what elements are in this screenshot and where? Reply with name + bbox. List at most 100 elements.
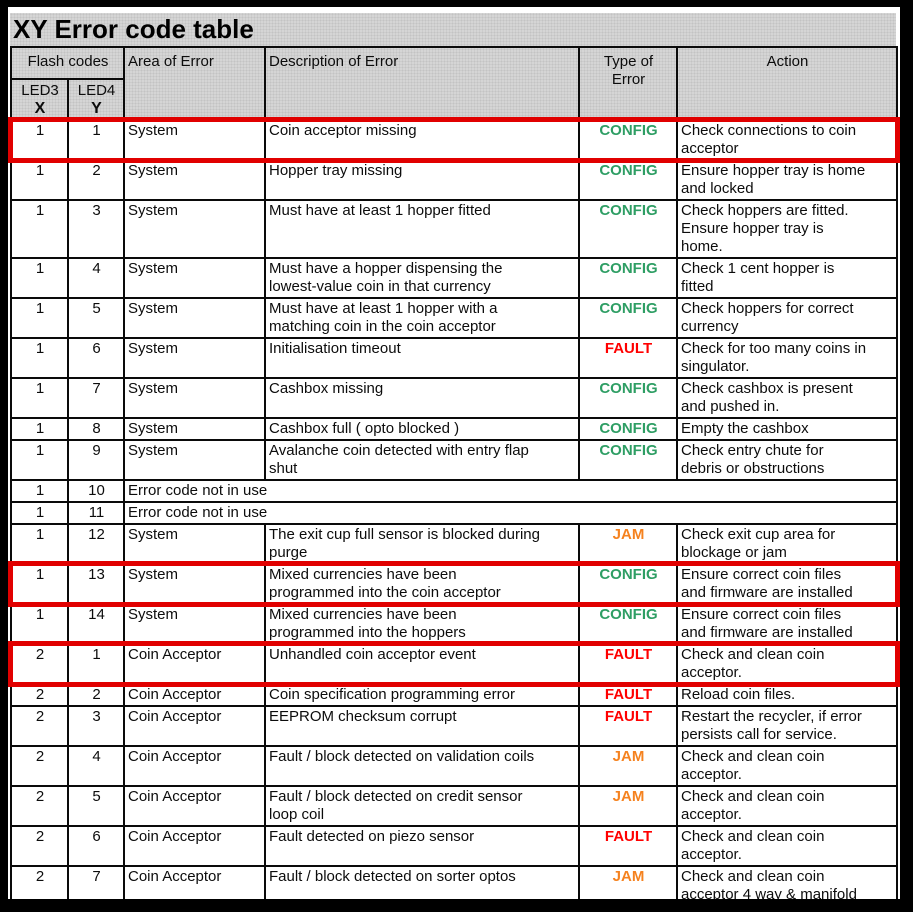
cell-type: CONFIG: [578, 257, 678, 299]
cell-led3-x: 1: [10, 417, 69, 441]
table-row: 1 7 System Cashbox missing CONFIG Check cashb…: [10, 377, 898, 419]
cell-led4-y: 8: [68, 906, 124, 912]
cell-led4-y: 7: [67, 865, 125, 899]
cell-led3-x: 2: [11, 906, 68, 912]
cell-led3-x: 1: [10, 119, 69, 161]
table-row: 1 3 System Must have at least 1 hopper fitt…: [10, 199, 898, 259]
cell-area: Coin Acceptor: [123, 785, 266, 827]
cell-led4-y: 12: [67, 523, 125, 565]
led3-label: LED3: [21, 82, 59, 99]
cell-description: Initialisation timeout: [264, 337, 580, 379]
cell-area: System: [123, 563, 266, 605]
cell-led3-x: 1: [10, 159, 69, 201]
cell-area: System: [123, 297, 266, 339]
cell-description: Must have a hopper dispensing the lowest…: [264, 257, 580, 299]
cell-led3-x: 1: [10, 479, 69, 503]
cell-type: JAM: [579, 906, 677, 912]
cell-type: CONFIG: [578, 119, 678, 161]
cell-description: Coin acceptor missing: [264, 119, 580, 161]
table-row: 2 1 Coin Acceptor Unhandled coin acceptor e…: [8, 641, 900, 687]
cell-action: Check and clean coin acceptor.: [676, 785, 898, 827]
table-row: 2 2 Coin Acceptor Coin specification progra…: [10, 683, 898, 707]
table-row: 1 14 System Mixed currencies have been prog…: [10, 603, 898, 645]
table-row: 2 4 Coin Acceptor Fault / block detected on…: [10, 745, 898, 787]
cell-led4-y: 14: [67, 603, 125, 645]
cell-area: System: [123, 439, 266, 481]
cell-not-in-use: Error code not in use: [123, 479, 898, 503]
cell-led4-y: 2: [67, 159, 125, 201]
cell-action: Check exit cup area for blockage or jam: [676, 523, 898, 565]
cell-type: CONFIG: [578, 439, 678, 481]
table-row: 1 2 System Hopper tray missing CONFIG Ensure …: [10, 159, 898, 201]
cell-description: Fault / block detected on credit sensor …: [264, 785, 580, 827]
cell-description: Fault / block detected on sorter optos: [264, 865, 580, 899]
cell-action: Reload coin files.: [676, 683, 898, 707]
cell-type: FAULT: [578, 337, 678, 379]
cell-description: The exit cup full sensor is blocked duri…: [264, 523, 580, 565]
header-flash-codes: Flash codes: [10, 46, 125, 80]
cell-led3-x: 2: [10, 785, 69, 827]
table-row: 1 4 System Must have a hopper dispensing th…: [10, 257, 898, 299]
cell-led4-y: 7: [67, 377, 125, 419]
cell-type: CONFIG: [578, 563, 678, 605]
table-row: 1 1 System Coin acceptor missing CONFIG Check…: [8, 117, 900, 163]
cell-led4-y: 1: [67, 643, 125, 685]
cell-action: Check hoppers for correct currency: [676, 297, 898, 339]
cell-action: Empty the cashbox: [676, 417, 898, 441]
cell-area: Coin Acceptor: [123, 683, 266, 707]
cell-action: Restart the recycler, if error persists …: [676, 705, 898, 747]
cell-led4-y: 6: [67, 337, 125, 379]
header-row-main: Flash codes Area of Error Description of…: [10, 46, 898, 121]
cell-area: System: [123, 377, 266, 419]
table-row: 2 6 Coin Acceptor Fault detected on piezo s…: [10, 825, 898, 867]
cell-type: FAULT: [578, 683, 678, 707]
cell-led3-x: 1: [10, 439, 69, 481]
cell-led4-y: 5: [67, 785, 125, 827]
table-row: 2 3 Coin Acceptor EEPROM checksum corrupt FA…: [10, 705, 898, 747]
cell-action: Check and clean coin acceptor.: [676, 643, 898, 685]
cell-area: System: [123, 199, 266, 259]
cell-description: Unhandled coin acceptor event: [264, 643, 580, 685]
cell-led3-x: 2: [10, 683, 69, 707]
cell-description: Fault detected on coin return mechanism: [265, 906, 579, 912]
cell-type: CONFIG: [578, 377, 678, 419]
cell-not-in-use: Error code not in use: [123, 501, 898, 525]
cell-description: Must have at least 1 hopper with a match…: [264, 297, 580, 339]
cell-description: Fault / block detected on validation coi…: [264, 745, 580, 787]
cell-type: FAULT: [578, 643, 678, 685]
cell-led4-y: 13: [67, 563, 125, 605]
cell-led4-y: 5: [67, 297, 125, 339]
cell-led3-x: 1: [10, 337, 69, 379]
cell-action: Check cashbox is present and pushed in.: [676, 377, 898, 419]
cell-type: FAULT: [578, 705, 678, 747]
cell-led3-x: 1: [10, 563, 69, 605]
cell-led4-y: 3: [67, 199, 125, 259]
cell-type: JAM: [578, 745, 678, 787]
cell-description: Mixed currencies have been programmed in…: [264, 563, 580, 605]
cell-description: Hopper tray missing: [264, 159, 580, 201]
cell-description: Mixed currencies have been programmed in…: [264, 603, 580, 645]
cell-action: Ensure hopper tray is home and locked: [676, 159, 898, 201]
cell-led4-y: 4: [67, 257, 125, 299]
table-row: 1 5 System Must have at least 1 hopper with…: [10, 297, 898, 339]
cell-area: Coin Acceptor: [123, 865, 266, 899]
cell-led3-x: 2: [10, 705, 69, 747]
cell-area: Coin Acceptor: [123, 705, 266, 747]
cell-area: System: [123, 603, 266, 645]
cell-description: Cashbox missing: [264, 377, 580, 419]
table-row: 1 13 System Mixed currencies have been prog…: [8, 561, 900, 607]
cell-type: CONFIG: [578, 159, 678, 201]
cell-led3-x: 1: [10, 523, 69, 565]
cell-description: Fault detected on piezo sensor: [264, 825, 580, 867]
cell-led3-x: 1: [10, 603, 69, 645]
cell-action: Check for too many coins in singulator.: [676, 337, 898, 379]
cell-type: CONFIG: [578, 603, 678, 645]
led4-label: LED4: [77, 82, 116, 99]
cell-led3-x: 2: [10, 825, 69, 867]
cell-led4-y: 2: [67, 683, 125, 707]
cell-action: Check hoppers are fitted. Ensure hopper …: [676, 199, 898, 259]
table-body: 1 1 System Coin acceptor missing CONFIG Check…: [8, 117, 900, 912]
cell-description: Must have at least 1 hopper fitted: [264, 199, 580, 259]
cell-led4-y: 8: [67, 417, 125, 441]
cell-led4-y: 1: [67, 119, 125, 161]
